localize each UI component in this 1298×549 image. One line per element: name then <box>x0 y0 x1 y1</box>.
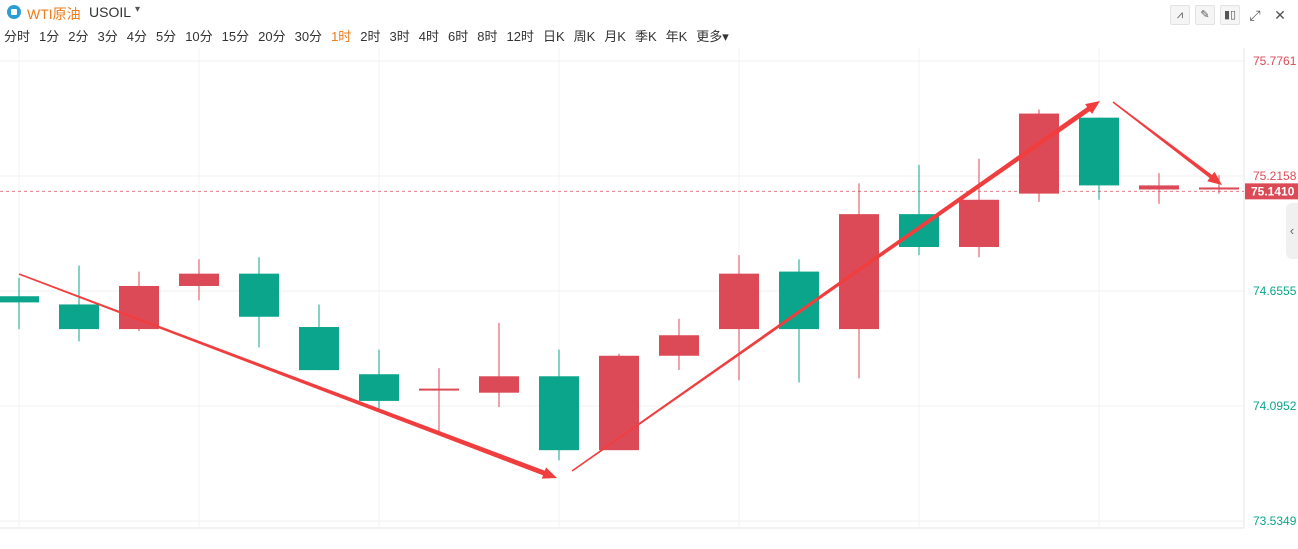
timeframe-9[interactable]: 30分 <box>294 29 323 44</box>
trend-arrowhead-3 <box>1207 171 1222 185</box>
candles <box>0 109 1239 461</box>
candle <box>1199 175 1239 194</box>
candle-body <box>0 296 39 303</box>
candle-body <box>479 376 519 393</box>
candle <box>0 277 39 330</box>
trend-arrows <box>18 101 1222 479</box>
y-tick-label: 74.6555 <box>1253 284 1297 298</box>
candle <box>539 349 579 461</box>
timeframe-1[interactable]: 1分 <box>39 29 60 44</box>
candle <box>899 164 939 256</box>
timeframe-17[interactable]: 日K <box>542 29 565 44</box>
candle-body <box>539 376 579 451</box>
candle-body <box>599 355 639 451</box>
candle-body <box>59 304 99 330</box>
price-axis: 75.7761 75.2158 74.6555 74.0952 73.5349 75.14… <box>1245 54 1298 528</box>
timeframe-4[interactable]: 4分 <box>126 29 147 44</box>
toolbar: ⩘ ✎ ▮▯ ⤢ ✕ <box>1165 5 1290 25</box>
trend-arrow-2 <box>571 104 1094 472</box>
close-icon[interactable]: ✕ <box>1274 7 1286 23</box>
timeframe-14[interactable]: 6时 <box>448 29 469 44</box>
timeframe-19[interactable]: 月K <box>604 29 626 44</box>
timeframe-0[interactable]: 分时 <box>4 29 31 44</box>
timeframe-8[interactable]: 20分 <box>258 29 286 44</box>
y-tick-label: 73.5349 <box>1253 514 1297 528</box>
candle <box>1139 173 1179 204</box>
candle <box>239 257 279 348</box>
candle-body <box>1199 187 1239 190</box>
y-tick-label: 74.0952 <box>1253 399 1297 413</box>
timeframe-7[interactable]: 15分 <box>221 29 250 44</box>
trend-arrow-1 <box>18 273 549 477</box>
timeframe-5[interactable]: 5分 <box>155 29 177 44</box>
candle <box>119 271 159 332</box>
candle-body <box>119 285 159 330</box>
trend-arrowhead-2 <box>1085 101 1100 114</box>
candle-body <box>1079 117 1119 186</box>
candle <box>359 349 399 412</box>
candle-body <box>359 374 399 401</box>
candle-body <box>179 273 219 286</box>
candle <box>299 304 339 371</box>
symbol-dropdown-icon[interactable]: ▾ <box>135 4 141 15</box>
y-tick-label: 75.7761 <box>1253 54 1297 68</box>
candle <box>599 353 639 451</box>
current-price-label: 75.1410 <box>1251 184 1295 198</box>
candle-body <box>659 335 699 356</box>
candle-body <box>719 273 759 330</box>
indicator-icon[interactable]: ⩘ <box>1170 5 1190 25</box>
candle <box>719 255 759 381</box>
candle-body <box>959 199 999 247</box>
timeframe-13[interactable]: 4时 <box>418 29 439 44</box>
candle-body <box>299 327 339 371</box>
timeframe-21[interactable]: 年K <box>665 29 688 44</box>
chart-header: WTI原油 USOIL ▾ ⩘ ✎ ▮▯ ⤢ ✕ <box>0 0 1298 26</box>
timeframe-11[interactable]: 2时 <box>360 29 381 44</box>
timeframe-16[interactable]: 12时 <box>506 29 534 44</box>
timeframe-10[interactable]: 1时 <box>331 29 352 44</box>
candle <box>179 259 219 301</box>
candle <box>419 368 459 434</box>
candle-body <box>419 388 459 391</box>
symbol-logo-icon <box>7 5 21 19</box>
expand-icon[interactable]: ⤢ <box>1249 7 1261 23</box>
candle <box>1079 117 1119 200</box>
candle <box>59 265 99 342</box>
draw-icon[interactable]: ✎ <box>1195 5 1215 25</box>
y-tick-label: 75.2158 <box>1253 169 1297 183</box>
collapse-panel-button[interactable]: ‹ <box>1286 203 1298 259</box>
candle <box>959 158 999 258</box>
timeframe-22[interactable]: 更多▾ <box>696 29 729 44</box>
current-price-badge <box>1245 183 1298 200</box>
timeframe-20[interactable]: 季K <box>634 29 657 44</box>
candle-body <box>239 273 279 317</box>
candle-type-icon[interactable]: ▮▯ <box>1220 5 1240 25</box>
trend-arrow-3 <box>1112 101 1216 181</box>
timeframe-3[interactable]: 3分 <box>97 29 118 44</box>
timeframe-12[interactable]: 3时 <box>389 29 410 44</box>
symbol-name[interactable]: WTI原油 <box>27 6 81 22</box>
timeframe-bar: 分时 1分 2分 3分 4分 5分 10分 15分 20分 30分 1时 2时 3时 4时 6时 8时 12时日… <box>0 27 734 47</box>
timeframe-15[interactable]: 8时 <box>477 29 498 44</box>
timeframe-2[interactable]: 2分 <box>68 29 89 44</box>
candle <box>659 318 699 371</box>
timeframe-6[interactable]: 10分 <box>185 29 213 44</box>
candle <box>479 322 519 408</box>
symbol-code[interactable]: USOIL <box>89 4 132 20</box>
trend-arrowhead-1 <box>541 467 557 479</box>
timeframe-18[interactable]: 周K <box>573 29 596 44</box>
candle-body <box>1139 185 1179 190</box>
